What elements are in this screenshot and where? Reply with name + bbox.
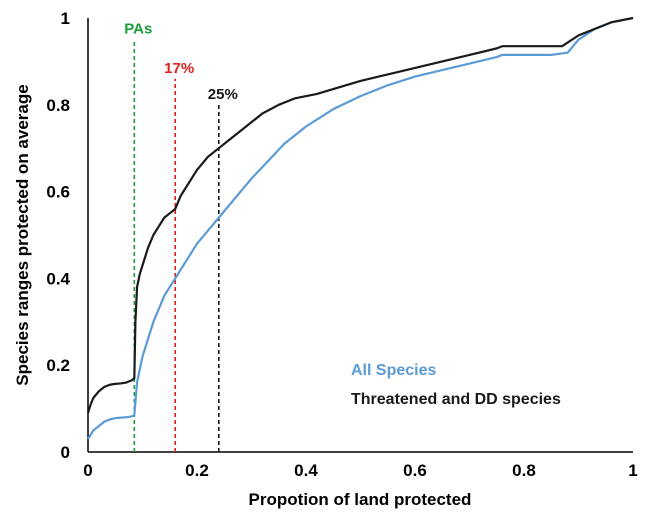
y-tick-label: 0.8 (46, 96, 70, 115)
annotation-label: PAs (124, 21, 152, 38)
legend: All Species Threatened and DD species (351, 362, 561, 408)
annotation-label: 25% (208, 86, 238, 103)
y-tick-label: 0 (61, 443, 70, 462)
legend-entry-threatened: Threatened and DD species (351, 391, 561, 408)
series-line (86, 16, 634, 414)
y-axis-title: Species ranges protected on average (13, 84, 32, 385)
annotation-label: 17% (164, 60, 194, 77)
y-tick-labels: 0 0.2 0.4 0.6 0.8 1 (46, 9, 70, 462)
y-tick-label: 0.2 (46, 356, 70, 375)
x-tick-label: 0.4 (294, 461, 318, 480)
series-line (87, 16, 634, 440)
x-tick-label: 0.6 (403, 461, 427, 480)
x-tick-label: 0.8 (512, 461, 536, 480)
x-axis-title: Propotion of land protected (249, 490, 472, 509)
y-tick-label: 0.6 (46, 183, 70, 202)
annotation-lines (133, 39, 220, 452)
annotation-labels: PAs 17% 25% (124, 21, 238, 103)
plot-area: 0 0.2 0.4 0.6 0.8 1 0 0.2 0.4 0.6 0.8 1 PAs 17% 25% (46, 9, 637, 480)
x-tick-labels: 0 0.2 0.4 0.6 0.8 1 (83, 461, 637, 480)
x-tick-label: 1 (628, 461, 637, 480)
legend-entry-all-species: All Species (351, 362, 436, 379)
x-tick-label: 0.2 (185, 461, 209, 480)
y-tick-label: 1 (61, 9, 70, 28)
x-tick-label: 0 (83, 461, 92, 480)
series-lines (86, 16, 634, 440)
y-tick-label: 0.4 (46, 269, 70, 288)
